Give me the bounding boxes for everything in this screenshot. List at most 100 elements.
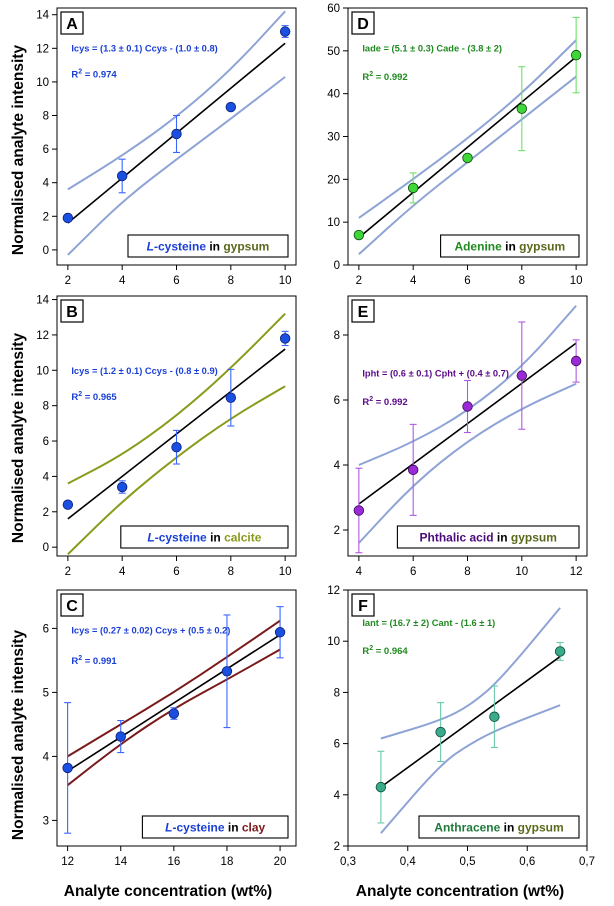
data-point — [116, 481, 128, 493]
x-tick-label: 0,7 — [579, 856, 595, 868]
annotation-box — [396, 525, 580, 549]
data-point — [435, 726, 446, 738]
annotation-box — [418, 815, 580, 839]
r-squared-value: = 0.964 — [373, 646, 408, 657]
annotation-label: Phthalic acid in gypsum — [420, 531, 557, 545]
x-tick-label: 10 — [515, 566, 528, 578]
y-tick-label: 14 — [36, 10, 49, 22]
y-axis-label-left-middle: Normalised analyte intensity — [10, 333, 27, 544]
y-tick-label: 30 — [327, 132, 340, 144]
analyte-name: -cysteine — [154, 240, 206, 254]
y-tick-label: 8 — [43, 111, 49, 123]
data-point — [462, 401, 473, 412]
y-tick-label: 60 — [327, 3, 340, 15]
annotation-box — [120, 525, 289, 549]
x-tick-label: 6 — [173, 275, 179, 287]
confidence-band-lower — [358, 382, 577, 544]
y-axis-label-left-top: Normalised analyte intensity — [10, 45, 27, 256]
r-squared-symbol: R — [71, 69, 78, 80]
x-tick-label: 0,6 — [519, 856, 535, 868]
matrix-name: clay — [242, 821, 266, 835]
panel-letter-box — [351, 11, 375, 35]
confidence-band-upper — [380, 607, 561, 740]
r-squared: R2 = 0.964 — [362, 645, 408, 657]
x-tick-label: 4 — [410, 275, 417, 287]
data-point — [279, 26, 291, 37]
x-tick-label: 10 — [279, 566, 292, 578]
x-tick-label: 4 — [356, 566, 363, 578]
panel-letter: D — [357, 16, 369, 33]
annotation-label: L-cysteine in clay — [165, 821, 265, 835]
panel-letter-box — [351, 299, 375, 323]
data-point — [489, 711, 500, 722]
x-tick-label: 2 — [65, 275, 71, 287]
data-point — [225, 392, 237, 403]
y-tick-label: 10 — [327, 636, 340, 648]
x-tick-label: 4 — [119, 566, 126, 578]
data-point — [570, 355, 582, 367]
x-tick-label: 6 — [464, 275, 470, 287]
data-point — [570, 49, 582, 61]
data-point — [62, 212, 74, 224]
panel-letter: C — [66, 598, 78, 615]
panels: 2 4 6 8 10 0 2 4 6 8 10 12 14 A Icys = (1.3 ± 0.1) Ccy… — [36, 3, 595, 868]
x-tick-label: 14 — [114, 856, 127, 868]
y-tick-label: 12 — [36, 330, 49, 342]
x-tick-label: 16 — [167, 856, 180, 868]
fit-equation: Ipht = (0.6 ± 0.1) Cpht + (0.4 ± 0.7) — [362, 369, 509, 379]
data-point — [171, 442, 182, 453]
panel-E: 4 6 8 10 12 2 4 6 8 E Ipht = (0.6 ± 0.1) Cpht + (0… — [334, 295, 588, 578]
panel-D: 2 4 6 8 10 0 10 20 30 40 50 60 D Iade = (5.1 ± 0.3) C… — [327, 3, 588, 287]
y-tick-label: 5 — [43, 687, 49, 699]
analyte-prefix: L — [165, 821, 172, 835]
annotation-connector: in — [225, 821, 242, 835]
r-squared-symbol: R — [71, 656, 78, 667]
confidence-band-lower — [380, 704, 561, 834]
panel-frame — [56, 589, 297, 847]
data-point — [116, 170, 128, 182]
confidence-band-lower — [67, 76, 286, 256]
y-tick-label: 6 — [334, 739, 340, 751]
panel-letter: F — [358, 598, 368, 615]
data-point — [225, 101, 237, 113]
panel-frame — [347, 589, 588, 847]
y-tick-label: 10 — [36, 77, 49, 89]
y-tick-label: 10 — [36, 365, 49, 377]
y-tick-label: 40 — [327, 89, 340, 101]
annotation-connector: in — [494, 531, 511, 545]
r-squared-superscript: 2 — [78, 655, 82, 662]
panel-letter: B — [66, 304, 78, 321]
annotation-label: Adenine in gypsum — [454, 240, 565, 254]
panel-letter-box — [351, 593, 375, 617]
analyte-name: -cysteine — [173, 821, 225, 835]
data-point — [168, 708, 180, 719]
x-tick-label: 10 — [279, 275, 292, 287]
fit-equation: Icys = (0.27 ± 0.02) Ccys + (0.5 ± 0.2) — [71, 626, 230, 636]
analyte-name: Anthracene — [434, 821, 500, 835]
data-point — [221, 666, 233, 677]
x-tick-label: 0,4 — [400, 856, 417, 868]
r-squared: R2 = 0.992 — [362, 71, 407, 83]
x-tick-label: 8 — [228, 566, 234, 578]
confidence-band-upper — [67, 312, 286, 485]
r-squared-superscript: 2 — [369, 645, 373, 652]
y-tick-label: 4 — [43, 751, 50, 763]
data-point — [274, 627, 286, 638]
panel-frame — [56, 295, 297, 557]
r-squared-superscript: 2 — [78, 391, 82, 398]
y-tick-label: 4 — [334, 460, 341, 472]
y-tick-label: 6 — [43, 623, 49, 635]
data-point — [353, 229, 365, 241]
x-tick-label: 8 — [228, 275, 234, 287]
y-tick-label: 3 — [43, 815, 49, 827]
matrix-name: gypsum — [519, 240, 565, 254]
x-axis-label-right: Analyte concentration (wt%) — [356, 883, 564, 900]
panel-letter: A — [66, 16, 78, 33]
annotation-box — [127, 234, 289, 258]
annotation-connector: in — [502, 240, 519, 254]
y-tick-label: 4 — [43, 178, 50, 190]
panel-C: 12 14 16 18 20 3 4 5 6 C Icys = (0.27 ± 0.02) Ccys… — [43, 589, 297, 868]
confidence-band-upper — [358, 39, 577, 219]
annotation-label: L-cysteine in gypsum — [147, 240, 270, 254]
matrix-name: calcite — [224, 531, 262, 545]
